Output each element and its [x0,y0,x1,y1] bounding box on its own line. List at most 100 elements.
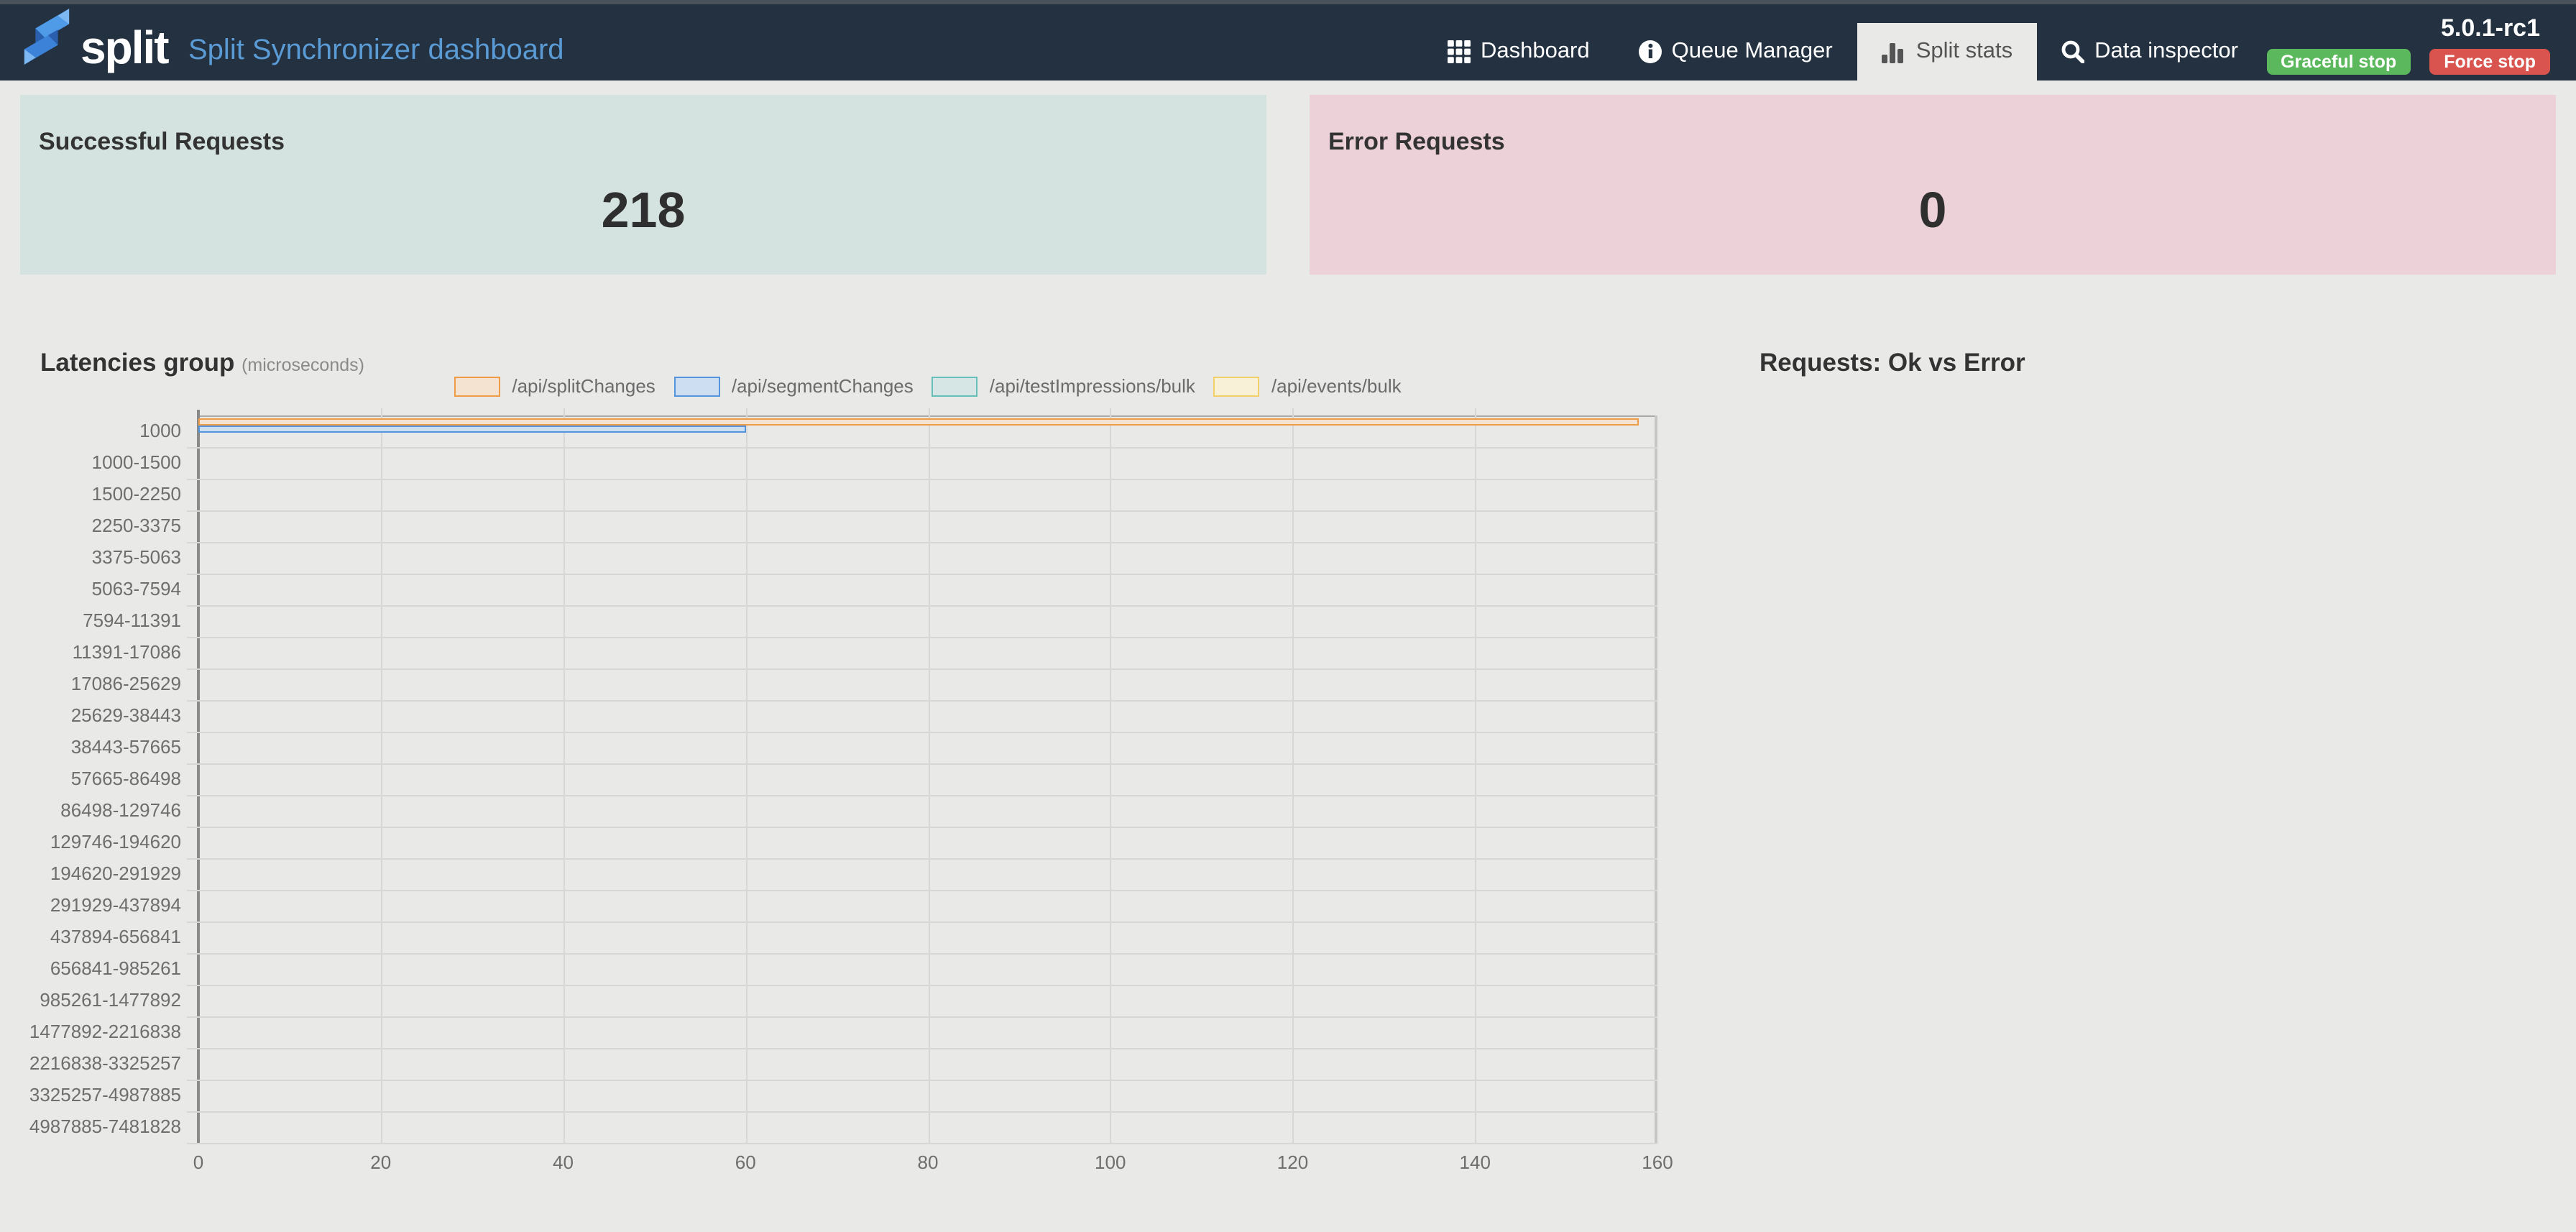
nav-item-label: Queue Manager [1671,39,1833,63]
y-axis-tick-label: 38443-57665 [70,736,181,758]
bar--api-segmentChanges-row0 [198,426,746,433]
legend-label: /api/splitChanges [512,375,656,397]
error-requests-title: Error Requests [1328,128,1505,155]
legend-swatch [932,376,978,396]
chart-y-axis-labels: 1000 1000-1500 1500-2250 2250-3375 3375-5063… [0,415,181,1143]
y-axis-tick-label: 2250-3375 [91,515,181,536]
y-axis-tick-label: 7594-11391 [83,610,181,631]
window-top-strip [0,0,2576,4]
gridline-horizontal [187,637,1657,638]
x-axis-tick-label: 140 [1459,1151,1491,1173]
successful-requests-card: Successful Requests 218 [20,95,1266,275]
navbar: split Split Synchronizer dashboard Dashb… [0,4,2576,81]
search-icon [2061,40,2085,63]
gridline-horizontal [187,574,1657,575]
y-axis-tick-label: 656841-985261 [50,957,181,979]
y-axis-tick-label: 86498-129746 [60,799,181,821]
error-requests-value: 0 [1918,183,1947,239]
legend-item--api-testImpressions-bulk[interactable]: /api/testImpressions/bulk [932,375,1195,397]
page-title: Split Synchronizer dashboard [188,35,564,66]
successful-requests-value: 218 [601,183,686,239]
gridline-horizontal [187,890,1657,891]
y-axis-tick-label: 291929-437894 [50,894,181,916]
y-axis-tick-label: 437894-656841 [50,926,181,947]
bar--api-splitChanges-row0 [198,418,1639,426]
gridline-horizontal [187,732,1657,733]
gridline-horizontal [187,668,1657,670]
nav-item-data-inspector[interactable]: Data inspector [2037,23,2263,81]
x-axis-tick-label: 40 [553,1151,574,1173]
y-axis-tick-label: 1000 [139,420,181,441]
version-badge: 5.0.1-rc1 [2441,14,2540,42]
gridline-horizontal [187,605,1657,607]
info-icon [1638,40,1662,63]
stop-buttons: Graceful stop Force stop [2266,49,2550,75]
split-logo-icon [24,9,70,65]
nav-item-label: Dashboard [1480,39,1590,63]
gridline-horizontal [187,985,1657,986]
y-axis-tick-label: 129746-194620 [50,831,181,852]
legend-item--api-events-bulk[interactable]: /api/events/bulk [1213,375,1402,397]
grid-icon [1447,40,1471,63]
gridline-horizontal [187,447,1657,449]
successful-requests-title: Successful Requests [39,128,285,155]
y-axis-tick-label: 3375-5063 [91,546,181,568]
y-axis-tick-label: 985261-1477892 [40,989,181,1011]
legend-item--api-segmentChanges[interactable]: /api/segmentChanges [673,375,914,397]
x-axis-tick-label: 100 [1095,1151,1126,1173]
legend-swatch [673,376,720,396]
requests-section-title: Requests: Ok vs Error [1760,347,2025,377]
y-axis-tick-label: 1477892-2216838 [29,1021,181,1042]
x-axis-tick-label: 0 [193,1151,204,1173]
graceful-stop-button[interactable]: Graceful stop [2266,49,2411,75]
legend-label: /api/events/bulk [1271,375,1402,397]
gridline-horizontal [187,1143,1657,1144]
chart-x-axis-labels: 0 20 40 60 80 100 120 140 160 [193,1151,1673,1180]
legend-swatch [454,376,501,396]
gridline-horizontal [187,827,1657,828]
latencies-section-title: Latencies group (microseconds) [40,347,364,377]
gridline-horizontal [187,1048,1657,1049]
y-axis-tick-label: 1000-1500 [91,451,181,473]
y-axis-tick-label: 3325257-4987885 [29,1084,181,1105]
x-axis-tick-label: 120 [1276,1151,1309,1173]
gridline-horizontal [187,542,1657,543]
chart-legend: /api/splitChanges/api/segmentChanges/api… [198,375,1657,397]
y-axis-tick-label: 5063-7594 [91,578,181,599]
gridline-horizontal [187,953,1657,955]
latencies-title-text: Latencies group [40,347,235,377]
y-axis-tick-label: 25629-38443 [70,704,181,726]
gridline-horizontal [187,795,1657,796]
y-axis-tick-label: 17086-25629 [70,673,181,694]
gridline-vertical [563,408,565,1143]
y-axis-tick-label: 1500-2250 [91,483,181,505]
gridline-vertical [745,408,748,1143]
gridline-horizontal [187,858,1657,860]
x-axis-tick-label: 80 [917,1151,939,1173]
latencies-title-unit: (microseconds) [242,354,364,375]
nav-item-label: Data inspector [2094,39,2238,63]
gridline-horizontal [187,1111,1657,1113]
gridline-vertical [928,408,929,1143]
force-stop-button[interactable]: Force stop [2429,49,2550,75]
legend-item--api-splitChanges[interactable]: /api/splitChanges [454,375,656,397]
nav-item-dashboard[interactable]: Dashboard [1423,23,1614,81]
nav-item-queue-manager[interactable]: Queue Manager [1614,23,1857,81]
error-requests-card: Error Requests 0 [1310,95,2556,275]
x-axis-tick-label: 60 [735,1151,756,1173]
legend-label: /api/segmentChanges [731,375,914,397]
bar-chart-icon [1881,40,1906,63]
latencies-bar-chart [187,408,1657,1144]
legend-label: /api/testImpressions/bulk [989,375,1195,397]
tab-split-stats[interactable]: Split stats [1857,23,2038,81]
gridline-vertical [1475,408,1477,1143]
gridline-horizontal [187,763,1657,765]
x-axis-tick-label: 20 [370,1151,392,1173]
brand-wordmark: split [80,22,170,73]
nav-item-label: Split stats [1915,39,2013,63]
gridline-horizontal [187,479,1657,480]
gridline-horizontal [187,700,1657,702]
y-axis-tick-label: 2216838-3325257 [29,1052,181,1074]
gridline-horizontal [187,1080,1657,1081]
